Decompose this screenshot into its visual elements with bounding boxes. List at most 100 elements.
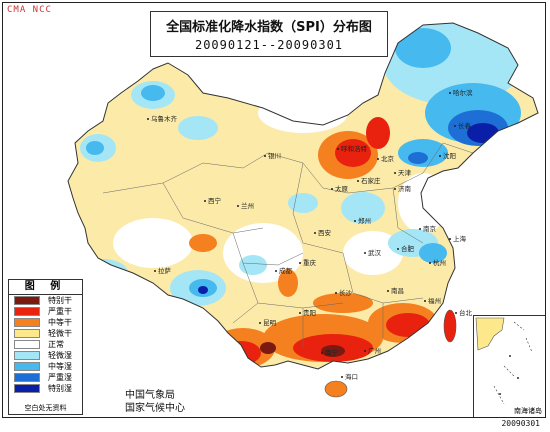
city-label: 贵阳 bbox=[303, 308, 316, 317]
legend-note: 空白处无资料 bbox=[24, 404, 67, 412]
legend-item: 严重湿 bbox=[9, 372, 82, 383]
city-dot bbox=[449, 238, 451, 240]
legend-item: 中等干 bbox=[9, 317, 82, 328]
city-label: 天津 bbox=[398, 169, 412, 177]
hainan-island bbox=[324, 380, 348, 398]
map-period: 20090121--20090301 bbox=[194, 38, 344, 52]
map-title: 全国标准化降水指数（SPI）分布图 bbox=[166, 20, 372, 35]
taiwan-island bbox=[443, 309, 457, 343]
city-label: 银川 bbox=[268, 151, 281, 160]
city-label: 济南 bbox=[398, 184, 412, 193]
legend-swatch bbox=[14, 373, 40, 382]
city-label: 拉萨 bbox=[158, 266, 172, 275]
city-dot bbox=[204, 200, 206, 202]
city-label: 海口 bbox=[345, 372, 358, 381]
city-dot bbox=[387, 290, 389, 292]
city-dot bbox=[259, 322, 261, 324]
city-dot bbox=[337, 148, 339, 150]
city-dot bbox=[397, 248, 399, 250]
city-label: 昆明 bbox=[263, 319, 277, 327]
map-frame: 乌鲁木齐 哈尔滨 呼和浩特 银川 兰州 西宁 拉萨 成都 重庆 贵阳 昆明 南宁 广州 长沙 武汉 郑州 西安 济… bbox=[2, 2, 546, 418]
inset-map bbox=[475, 317, 533, 405]
agency-block: 中国气象局 国家气候中心 bbox=[125, 389, 185, 415]
city-dot bbox=[419, 228, 421, 230]
city-dot bbox=[449, 92, 451, 94]
legend-swatch bbox=[14, 296, 40, 305]
legend-label: 中等湿 bbox=[48, 362, 72, 371]
city-dot bbox=[237, 205, 239, 207]
legend-label: 特别干 bbox=[48, 296, 72, 305]
city-label: 重庆 bbox=[303, 258, 317, 267]
city-label: 杭州 bbox=[433, 258, 446, 267]
legend-swatch bbox=[14, 318, 40, 327]
city-label: 太原 bbox=[335, 184, 349, 193]
city-dot bbox=[321, 352, 323, 354]
city-dot bbox=[264, 155, 266, 157]
city-dot bbox=[439, 155, 441, 157]
city-dot bbox=[335, 292, 337, 294]
legend-swatch bbox=[14, 384, 40, 393]
legend: 图 例 特别干严重干中等干轻微干 正常 轻微湿 中等湿严重湿特别湿 空白处无资料 bbox=[8, 279, 83, 415]
south-china-sea-inset: 南海诸岛 bbox=[473, 315, 545, 417]
legend-label: 严重干 bbox=[48, 307, 72, 316]
city-dot bbox=[357, 180, 359, 182]
legend-item: 轻微湿 bbox=[9, 350, 82, 361]
inset-label: 南海诸岛 bbox=[514, 407, 542, 415]
legend-label: 严重湿 bbox=[48, 373, 72, 382]
city-label: 郑州 bbox=[358, 217, 371, 225]
agency-cma: 中国气象局 bbox=[125, 390, 175, 401]
legend-item: 严重干 bbox=[9, 306, 82, 317]
legend-label: 中等干 bbox=[48, 318, 72, 327]
city-label: 乌鲁木齐 bbox=[151, 114, 178, 123]
city-dot bbox=[299, 312, 301, 314]
city-label: 沈阳 bbox=[443, 151, 456, 160]
city-label: 福州 bbox=[428, 296, 441, 305]
watermark: CMA NCC bbox=[7, 5, 52, 15]
legend-label: 轻微干 bbox=[48, 329, 72, 338]
city-dot bbox=[354, 220, 356, 222]
agency-ncc: 国家气候中心 bbox=[125, 403, 185, 414]
city-label: 长沙 bbox=[339, 288, 353, 297]
legend-swatch bbox=[14, 329, 40, 338]
city-dot bbox=[454, 125, 456, 127]
legend-item: 特别干 bbox=[9, 295, 82, 306]
city-dot bbox=[424, 300, 426, 302]
city-label: 西安 bbox=[318, 228, 332, 237]
city-label: 成都 bbox=[279, 266, 293, 275]
legend-item: 特别湿 bbox=[9, 383, 82, 394]
city-label: 台北 bbox=[459, 308, 473, 317]
city-dot bbox=[147, 118, 149, 120]
city-label: 长春 bbox=[458, 121, 472, 130]
legend-swatch bbox=[14, 340, 40, 349]
city-label: 南宁 bbox=[325, 348, 339, 357]
date-stamp: 20090301 bbox=[501, 419, 540, 428]
city-label: 北京 bbox=[381, 154, 395, 163]
city-label: 兰州 bbox=[241, 201, 254, 210]
city-dot bbox=[331, 188, 333, 190]
city-label: 武汉 bbox=[368, 248, 382, 257]
city-dot bbox=[299, 262, 301, 264]
city-label: 哈尔滨 bbox=[453, 88, 473, 97]
city-dot bbox=[275, 270, 277, 272]
legend-rows: 特别干严重干中等干轻微干 正常 轻微湿 中等湿严重湿特别湿 bbox=[9, 295, 82, 394]
legend-label: 特别湿 bbox=[48, 384, 72, 393]
legend-swatch bbox=[14, 351, 40, 360]
title-box: 全国标准化降水指数（SPI）分布图 20090121--20090301 bbox=[150, 11, 388, 57]
city-label: 南京 bbox=[423, 224, 437, 233]
legend-item: 正常 bbox=[9, 339, 82, 350]
legend-swatch bbox=[14, 362, 40, 371]
city-dot bbox=[394, 188, 396, 190]
legend-swatch bbox=[14, 307, 40, 316]
legend-item: 轻微干 bbox=[9, 328, 82, 339]
city-dot bbox=[341, 376, 343, 378]
legend-title: 图 例 bbox=[9, 280, 82, 295]
city-label: 合肥 bbox=[401, 244, 415, 253]
city-label: 西宁 bbox=[208, 196, 222, 205]
city-dot bbox=[364, 350, 366, 352]
legend-item: 中等湿 bbox=[9, 361, 82, 372]
city-dot bbox=[455, 312, 457, 314]
city-dot bbox=[314, 232, 316, 234]
city-label: 石家庄 bbox=[361, 176, 381, 185]
